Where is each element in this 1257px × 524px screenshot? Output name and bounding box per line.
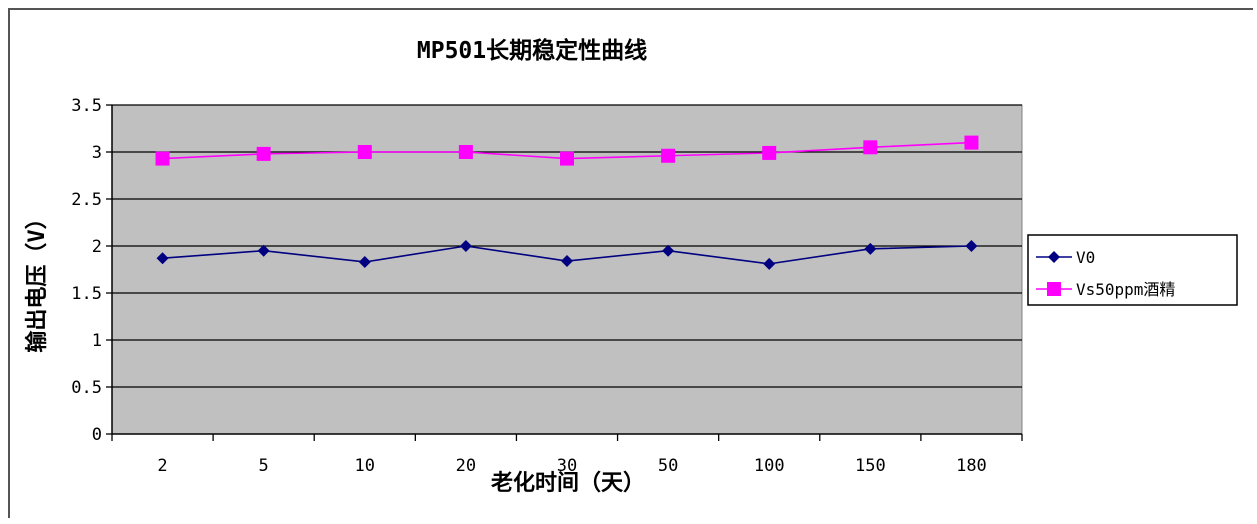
data-point-diamond [1048,251,1060,263]
axes [111,105,1023,441]
data-point-square [256,146,271,161]
data-point-square [357,145,372,159]
y-tick-label: 1 [92,331,102,351]
y-tick-label: 2.5 [71,190,102,210]
data-point-diamond [965,240,978,252]
series-2 [155,135,979,166]
x-tick-label: 150 [855,456,886,476]
y-tick-label: 1.5 [71,284,102,304]
chart-frame: MP501长期稳定性曲线 0 0.5 1 1.5 2 2.5 3 3.5 2 5 10 20 30 50… [8,8,1253,518]
chart-svg: MP501长期稳定性曲线 0 0.5 1 1.5 2 2.5 3 3.5 2 5 10 20 30 50… [24,37,1238,496]
data-point-diamond [156,252,169,265]
data-point-square [155,151,170,166]
data-point-square [661,148,676,163]
y-tick-label: 2 [92,237,102,257]
data-point-diamond [864,242,877,255]
data-point-diamond [561,255,573,268]
legend-label: Vs50ppm酒精 [1076,280,1175,299]
y-tick-label: 0 [92,425,102,445]
x-tick-label: 30 [557,456,577,476]
data-point-diamond [459,240,472,252]
x-tick-label: 100 [754,456,785,476]
data-point-square [1047,282,1061,296]
data-point-diamond [257,244,270,257]
y-tick-label: 3.5 [71,96,102,116]
data-point-diamond [662,244,675,257]
legend: V0 Vs50ppm酒精 [1027,234,1238,306]
y-tick-label: 0.5 [71,378,102,398]
data-point-square [560,151,574,166]
x-tick-label: 50 [658,456,678,476]
legend-item: V0 [1036,248,1095,267]
x-tick-label: 180 [956,456,987,476]
y-axis-title: 输出电压（V） [24,207,50,352]
data-point-square [863,140,878,155]
data-point-diamond [763,257,776,270]
data-point-square [458,145,473,159]
chart-title: MP501长期稳定性曲线 [417,37,647,64]
legend-label: V0 [1076,248,1095,267]
legend-items: V0 Vs50ppm酒精 [1036,248,1175,299]
x-tick-label: 10 [355,456,375,476]
y-tick-labels: 0 0.5 1 1.5 2 2.5 3 3.5 [71,96,102,445]
x-tick-label: 20 [456,456,476,476]
y-tick-label: 3 [92,143,102,163]
data-point-square [762,145,777,160]
series-layer [155,135,979,270]
legend-box [1027,234,1238,306]
x-tick-labels: 2 5 10 20 30 50 100 150 180 [157,456,986,476]
data-point-square [964,135,979,150]
x-axis-title: 老化时间（天） [490,470,645,496]
series-1 [156,240,978,270]
x-tick-label: 2 [157,456,167,476]
x-tick-label: 5 [259,456,269,476]
data-point-diamond [358,255,371,268]
legend-item: Vs50ppm酒精 [1036,280,1175,299]
